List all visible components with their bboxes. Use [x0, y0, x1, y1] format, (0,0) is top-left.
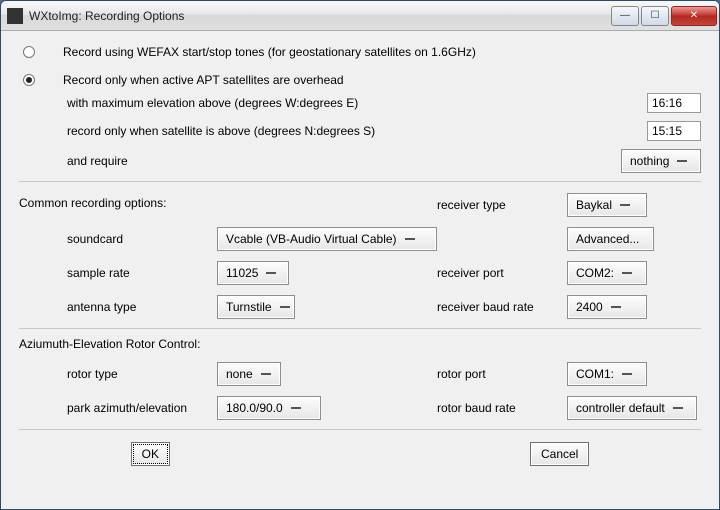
cancel-button[interactable]: Cancel — [530, 442, 589, 466]
receiver-port-value: COM2: — [576, 266, 614, 280]
receiver-type-label: receiver type — [437, 198, 567, 212]
sample-rate-label: sample rate — [67, 266, 217, 280]
soundcard-value: Vcable (VB-Audio Virtual Cable) — [226, 232, 397, 246]
wefax-label: Record using WEFAX start/stop tones (for… — [63, 45, 476, 59]
rotor-port-value: COM1: — [576, 367, 614, 381]
app-icon — [7, 8, 23, 24]
chevron-down-icon — [622, 371, 636, 377]
rotor-baud-value: controller default — [576, 401, 665, 415]
chevron-down-icon — [291, 405, 305, 411]
receiver-baud-label: receiver baud rate — [437, 300, 567, 314]
window-buttons: — ☐ ✕ — [609, 6, 717, 26]
rotor-title: Aziumuth-Elevation Rotor Control: — [19, 337, 701, 351]
max-elev-row: with maximum elevation above (degrees W:… — [19, 93, 701, 113]
park-value: 180.0/90.0 — [226, 401, 283, 415]
receiver-baud-value: 2400 — [576, 300, 603, 314]
satellite-above-row: record only when satellite is above (deg… — [19, 121, 701, 141]
max-elev-label: with maximum elevation above (degrees W:… — [67, 96, 647, 110]
receiver-type-value: Baykal — [576, 198, 612, 212]
soundcard-row: soundcard Vcable (VB-Audio Virtual Cable… — [19, 224, 701, 254]
antenna-row: antenna type Turnstile receiver baud rat… — [19, 292, 701, 322]
rotor-type-dropdown[interactable]: none — [217, 362, 281, 386]
apt-option-row: Record only when active APT satellites a… — [19, 73, 701, 87]
park-dropdown[interactable]: 180.0/90.0 — [217, 396, 321, 420]
ok-button[interactable]: OK — [131, 442, 170, 466]
sample-rate-row: sample rate 11025 receiver port COM2: — [19, 258, 701, 288]
rotor-baud-dropdown[interactable]: controller default — [567, 396, 697, 420]
sample-rate-dropdown[interactable]: 11025 — [217, 261, 289, 285]
client-area: Record using WEFAX start/stop tones (for… — [1, 31, 719, 509]
wefax-option-row: Record using WEFAX start/stop tones (for… — [19, 45, 701, 59]
apt-radio[interactable] — [23, 74, 35, 86]
common-title: Common recording options: — [19, 196, 397, 210]
chevron-down-icon — [405, 236, 419, 242]
soundcard-label: soundcard — [67, 232, 217, 246]
antenna-type-value: Turnstile — [226, 300, 272, 314]
separator — [19, 328, 701, 329]
wefax-radio[interactable] — [23, 46, 35, 58]
advanced-button[interactable]: Advanced... — [567, 227, 654, 251]
antenna-type-label: antenna type — [67, 300, 217, 314]
chevron-down-icon — [266, 270, 280, 276]
minimize-button[interactable]: — — [611, 6, 639, 26]
window-title: WXtoImg: Recording Options — [29, 9, 609, 23]
chevron-down-icon — [261, 371, 274, 377]
and-require-value: nothing — [630, 154, 669, 168]
and-require-label: and require — [67, 154, 621, 168]
common-title-row: Common recording options: receiver type … — [19, 190, 701, 220]
chevron-down-icon — [677, 158, 691, 164]
chevron-down-icon — [673, 405, 687, 411]
chevron-down-icon — [611, 304, 625, 310]
rotor-type-value: none — [226, 367, 253, 381]
rotor-type-row: rotor type none rotor port COM1: — [19, 359, 701, 389]
and-require-dropdown[interactable]: nothing — [621, 149, 701, 173]
rotor-type-label: rotor type — [67, 367, 217, 381]
max-elev-input[interactable] — [647, 93, 701, 113]
separator — [19, 429, 701, 430]
park-label: park azimuth/elevation — [67, 401, 217, 415]
apt-label: Record only when active APT satellites a… — [63, 73, 344, 87]
satellite-above-input[interactable] — [647, 121, 701, 141]
advanced-label: Advanced... — [576, 232, 639, 246]
sample-rate-value: 11025 — [226, 266, 258, 280]
park-row: park azimuth/elevation 180.0/90.0 rotor … — [19, 393, 701, 423]
rotor-baud-label: rotor baud rate — [437, 401, 567, 415]
maximize-button[interactable]: ☐ — [641, 6, 669, 26]
titlebar[interactable]: WXtoImg: Recording Options — ☐ ✕ — [1, 1, 719, 31]
satellite-above-label: record only when satellite is above (deg… — [67, 124, 647, 138]
close-button[interactable]: ✕ — [671, 6, 717, 26]
receiver-type-dropdown[interactable]: Baykal — [567, 193, 647, 217]
receiver-baud-dropdown[interactable]: 2400 — [567, 295, 647, 319]
button-bar: OK Cancel — [19, 442, 701, 466]
separator — [19, 181, 701, 182]
receiver-port-dropdown[interactable]: COM2: — [567, 261, 647, 285]
soundcard-dropdown[interactable]: Vcable (VB-Audio Virtual Cable) — [217, 227, 437, 251]
rotor-port-dropdown[interactable]: COM1: — [567, 362, 647, 386]
recording-options-window: WXtoImg: Recording Options — ☐ ✕ Record … — [0, 0, 720, 510]
and-require-row: and require nothing — [19, 149, 701, 173]
chevron-down-icon — [622, 270, 636, 276]
chevron-down-icon — [280, 304, 288, 310]
antenna-type-dropdown[interactable]: Turnstile — [217, 295, 295, 319]
receiver-port-label: receiver port — [437, 266, 567, 280]
chevron-down-icon — [620, 202, 634, 208]
rotor-port-label: rotor port — [437, 367, 567, 381]
